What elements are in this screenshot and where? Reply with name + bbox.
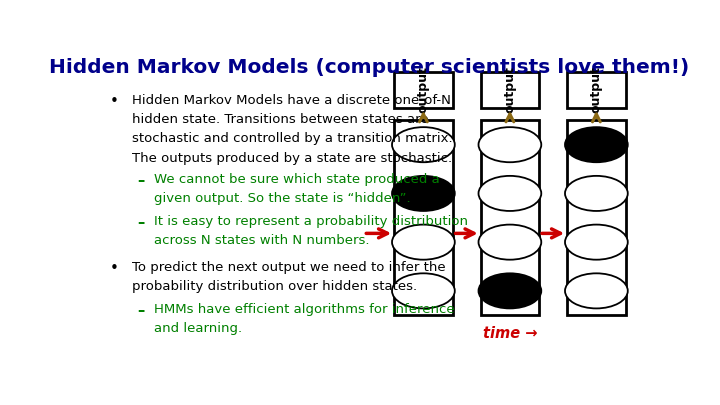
Bar [567, 72, 626, 108]
Circle shape [479, 127, 541, 162]
Circle shape [565, 225, 628, 260]
Text: –: – [138, 215, 145, 230]
Circle shape [479, 273, 541, 309]
Circle shape [565, 273, 628, 309]
Bar [394, 72, 453, 108]
Bar [567, 120, 626, 315]
Circle shape [565, 176, 628, 211]
Circle shape [392, 127, 455, 162]
Text: Hidden Markov Models have a discrete one-of-N: Hidden Markov Models have a discrete one… [132, 94, 451, 107]
Text: •: • [109, 94, 118, 109]
Circle shape [392, 176, 455, 211]
Text: given output. So the state is “hidden”.: given output. So the state is “hidden”. [154, 192, 411, 205]
Circle shape [565, 127, 628, 162]
Text: output: output [590, 66, 603, 113]
Text: hidden state. Transitions between states are: hidden state. Transitions between states… [132, 113, 428, 126]
Bar [481, 72, 539, 108]
Text: –: – [138, 173, 145, 188]
Text: To predict the next output we need to infer the: To predict the next output we need to in… [132, 261, 446, 274]
Text: It is easy to represent a probability distribution: It is easy to represent a probability di… [154, 215, 468, 228]
Text: output: output [417, 66, 430, 113]
Bar [394, 120, 453, 315]
Bar [481, 120, 539, 315]
Circle shape [392, 273, 455, 309]
Text: Hidden Markov Models (computer scientists love them!): Hidden Markov Models (computer scientist… [49, 58, 689, 77]
Text: –: – [138, 303, 145, 318]
Text: •: • [109, 261, 118, 276]
Circle shape [392, 225, 455, 260]
Text: The outputs produced by a state are stochastic.: The outputs produced by a state are stoc… [132, 152, 452, 165]
Text: and learning.: and learning. [154, 322, 243, 335]
Text: time →: time → [482, 326, 537, 341]
Text: stochastic and controlled by a transition matrix.: stochastic and controlled by a transitio… [132, 132, 452, 145]
Text: across N states with N numbers.: across N states with N numbers. [154, 234, 369, 247]
Text: output: output [503, 66, 516, 113]
Text: We cannot be sure which state produced a: We cannot be sure which state produced a [154, 173, 440, 186]
Circle shape [479, 176, 541, 211]
Circle shape [479, 225, 541, 260]
Text: HMMs have efficient algorithms for inference: HMMs have efficient algorithms for infer… [154, 303, 455, 316]
Text: probability distribution over hidden states.: probability distribution over hidden sta… [132, 280, 417, 293]
